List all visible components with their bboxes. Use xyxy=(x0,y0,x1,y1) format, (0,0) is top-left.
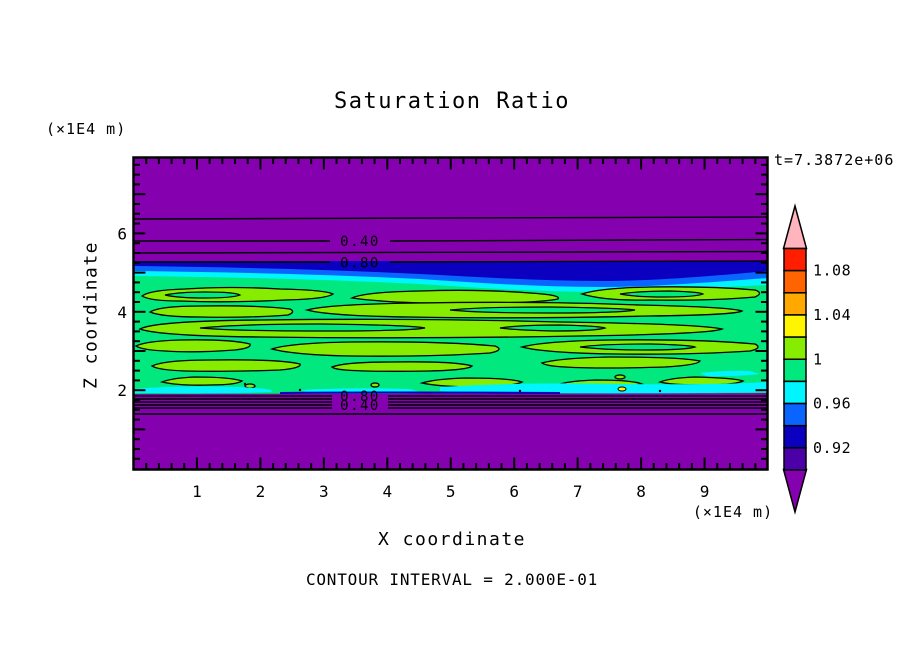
colorbar-segment xyxy=(784,426,806,448)
colorbar-over-arrow xyxy=(784,206,807,249)
speck-dot xyxy=(659,390,661,392)
contour-hole xyxy=(200,324,425,331)
x-tick-label: 8 xyxy=(636,482,646,501)
x-axis-title: X coordinate xyxy=(378,529,526,550)
colorbar-segment xyxy=(784,448,806,470)
y-tick-label: 6 xyxy=(117,224,127,243)
contour-blob xyxy=(150,306,293,317)
x-tick-label: 5 xyxy=(446,482,456,501)
contour-interval-label: CONTOUR INTERVAL = 2.000E-01 xyxy=(306,570,598,589)
x-tick-label: 6 xyxy=(509,482,519,501)
colorbar-label: 1.08 xyxy=(813,262,851,280)
band-bottom-navy-line xyxy=(280,393,560,394)
contour-label-080-upper: 0.80 xyxy=(340,256,380,272)
time-annotation: t=7.3872e+06 xyxy=(774,151,894,169)
x-tick-label: 1 xyxy=(192,482,202,501)
contour-blob xyxy=(332,362,472,372)
colorbar-segment xyxy=(784,249,806,271)
contour-label-040-upper: 0.40 xyxy=(340,234,380,250)
y-axis-title: Z coordinate xyxy=(81,241,102,389)
colorbar-segment xyxy=(784,293,806,315)
x-axis-unit-label: (×1E4 m) xyxy=(693,503,773,521)
x-tick-label: 9 xyxy=(700,482,710,501)
x-tick-label: 4 xyxy=(382,482,392,501)
contour-label-040-lower: 0.40 xyxy=(340,398,380,414)
x-tick-label: 2 xyxy=(256,482,266,501)
x-tick-label: 3 xyxy=(319,482,329,501)
yellow-speck xyxy=(618,387,626,391)
contour-speck xyxy=(615,375,625,379)
colorbar-segment xyxy=(784,337,806,359)
contour-blob xyxy=(352,290,558,303)
contour-blob xyxy=(542,357,700,368)
speck-dot xyxy=(299,389,301,391)
colorbar-label: 1 xyxy=(813,350,823,368)
colorbar-segment xyxy=(784,359,806,381)
speck-dot xyxy=(244,383,246,385)
contour-line xyxy=(390,261,768,262)
y-tick-label: 2 xyxy=(117,381,127,400)
colorbar-segment xyxy=(784,315,806,337)
contour-hole xyxy=(450,307,635,313)
chart-title: Saturation Ratio xyxy=(334,89,570,114)
contour-blob xyxy=(152,360,300,372)
colorbar: 1.08 1.04 1 0.96 0.92 xyxy=(784,206,852,512)
contour-speck xyxy=(371,383,379,387)
y-axis-unit-label: (×1E4 m) xyxy=(46,120,126,138)
y-tick-label: 4 xyxy=(117,303,127,322)
colorbar-label: 0.96 xyxy=(813,395,851,413)
colorbar-segment xyxy=(784,404,806,426)
figure-canvas: 0.40 0.80 0.80 0.40 123456789246 1.081.0… xyxy=(0,0,904,654)
colorbar-segment xyxy=(784,381,806,403)
colorbar-under-arrow xyxy=(784,470,807,513)
contour-blob xyxy=(136,340,250,352)
colorbar-label: 1.04 xyxy=(813,306,851,324)
colorbar-segment xyxy=(784,271,806,293)
x-tick-label: 7 xyxy=(573,482,583,501)
contour-hole xyxy=(580,344,695,350)
contour-blob xyxy=(272,342,499,356)
colorbar-label: 0.92 xyxy=(813,439,851,457)
contour-hole xyxy=(165,292,240,298)
